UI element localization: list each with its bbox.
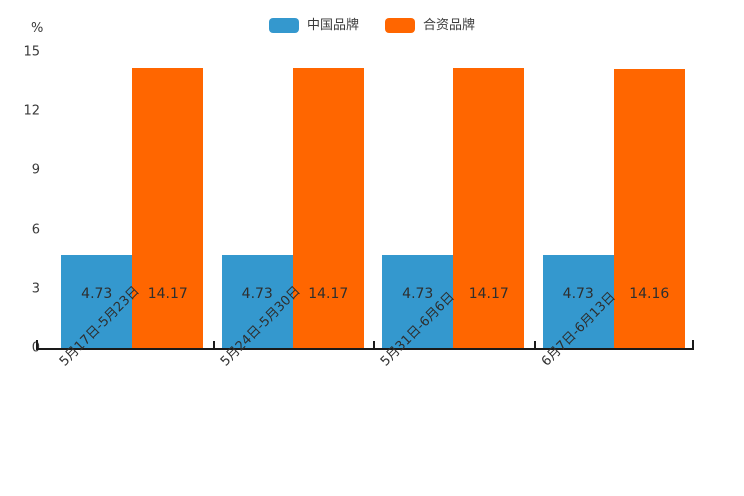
bar[interactable]: 14.16 — [613, 68, 685, 348]
legend-label-china-brand: 中国品牌 — [306, 17, 359, 33]
legend-item-joint-venture-brand[interactable]: 合资品牌 — [385, 17, 476, 33]
bar[interactable]: 4.73 — [542, 254, 614, 348]
x-axis-tick — [533, 341, 536, 348]
x-axis-tick — [212, 341, 215, 348]
bar-value-label: 4.73 — [241, 286, 273, 302]
y-axis-tick-label: 9 — [31, 162, 40, 178]
bar-value-label: 4.73 — [562, 286, 594, 302]
y-axis-tick-label: 15 — [23, 44, 40, 60]
bar-value-label: 4.73 — [81, 286, 113, 302]
bar[interactable]: 4.73 — [382, 254, 454, 348]
bar[interactable]: 4.73 — [61, 254, 133, 348]
bar[interactable]: 14.17 — [453, 68, 525, 348]
x-axis-line — [36, 348, 694, 350]
bar-value-label: 14.17 — [468, 286, 509, 302]
bar[interactable]: 14.17 — [132, 68, 204, 348]
bar-value-label: 14.17 — [308, 286, 349, 302]
plot-area: 4.73 14.17 4.73 14.17 4.73 14.17 4.73 14.16 — [52, 52, 694, 348]
legend-item-china-brand[interactable]: 中国品牌 — [268, 17, 359, 33]
legend-swatch-icon-china-brand — [268, 17, 299, 33]
y-axis-tick-label: 0 — [0, 341, 40, 356]
bar-value-label: 4.73 — [402, 286, 434, 302]
chart-legend: 中国品牌 合资品牌 — [0, 14, 744, 36]
legend-swatch-icon-joint-venture-brand — [385, 17, 415, 33]
legend-label-joint-venture-brand: 合资品牌 — [423, 17, 476, 33]
bar-value-label: 14.16 — [629, 286, 670, 302]
y-axis-unit-label: % — [31, 21, 44, 36]
x-axis-tick — [36, 340, 38, 349]
y-axis-tick-label: 3 — [31, 281, 40, 297]
y-axis-tick-label: 6 — [31, 222, 40, 238]
x-axis-tick — [373, 341, 375, 348]
x-axis-tick — [692, 340, 694, 349]
bar-value-label: 14.17 — [147, 286, 188, 302]
bar[interactable]: 14.17 — [292, 68, 364, 348]
y-axis-tick-label: 12 — [23, 103, 40, 119]
bar[interactable]: 4.73 — [221, 254, 293, 348]
